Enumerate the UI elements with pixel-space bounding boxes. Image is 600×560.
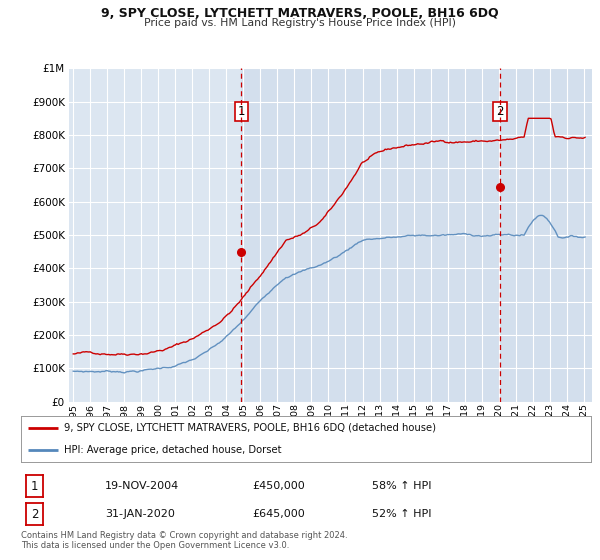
Bar [241,68,592,402]
Text: 31-JAN-2020: 31-JAN-2020 [105,509,175,519]
Text: Price paid vs. HM Land Registry's House Price Index (HPI): Price paid vs. HM Land Registry's House … [144,18,456,28]
Text: 2: 2 [496,105,504,118]
Text: £645,000: £645,000 [252,509,305,519]
Text: 9, SPY CLOSE, LYTCHETT MATRAVERS, POOLE, BH16 6DQ (detached house): 9, SPY CLOSE, LYTCHETT MATRAVERS, POOLE,… [64,423,436,433]
Text: 9, SPY CLOSE, LYTCHETT MATRAVERS, POOLE, BH16 6DQ: 9, SPY CLOSE, LYTCHETT MATRAVERS, POOLE,… [101,7,499,20]
Text: 2: 2 [31,507,38,521]
Text: 1: 1 [31,479,38,493]
Text: Contains HM Land Registry data © Crown copyright and database right 2024.: Contains HM Land Registry data © Crown c… [21,531,347,540]
Text: 58% ↑ HPI: 58% ↑ HPI [372,481,431,491]
Text: 1: 1 [238,105,245,118]
Text: 52% ↑ HPI: 52% ↑ HPI [372,509,431,519]
Text: 19-NOV-2004: 19-NOV-2004 [105,481,179,491]
Text: This data is licensed under the Open Government Licence v3.0.: This data is licensed under the Open Gov… [21,541,289,550]
Text: £450,000: £450,000 [252,481,305,491]
Text: HPI: Average price, detached house, Dorset: HPI: Average price, detached house, Dors… [64,445,281,455]
